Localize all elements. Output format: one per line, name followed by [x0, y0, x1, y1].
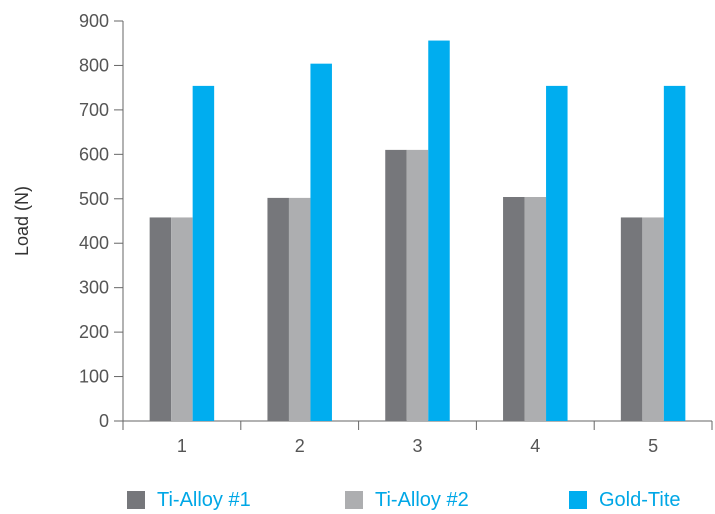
x-tick-label: 1 [177, 436, 187, 456]
y-tick-label: 400 [79, 233, 109, 253]
y-tick-label: 200 [79, 322, 109, 342]
bar-series-3-cat-3 [428, 40, 450, 422]
legend-swatch-series-3 [569, 491, 587, 509]
legend-swatch-series-2 [345, 491, 363, 509]
legend-item-series-3: Gold-Tite [569, 486, 681, 514]
bar-series-2-cat-2 [288, 197, 311, 421]
bar-series-3-cat-1 [192, 85, 215, 421]
y-tick-label: 300 [79, 278, 109, 298]
bar-series-1-cat-1 [149, 217, 172, 421]
y-tick-label: 0 [99, 411, 109, 431]
legend-swatch-series-1 [127, 491, 145, 509]
bar-series-1-cat-4 [503, 197, 525, 421]
bar-series-1-cat-3 [385, 149, 407, 421]
bar-chart: 0 100 200 300 400 500 600 700 800 900 1 2 3 4 5 Load … [12, 11, 713, 456]
x-tick-label: 2 [295, 436, 305, 456]
y-tick-label: 700 [79, 100, 109, 120]
x-tick-label: 5 [648, 436, 658, 456]
y-tick-label: 600 [79, 144, 109, 164]
y-axis-label: Load (N) [12, 186, 32, 256]
bar-series-1-cat-2 [267, 197, 289, 421]
legend-label-series-2: Ti-Alloy #2 [375, 488, 469, 511]
y-axis: 0 100 200 300 400 500 600 700 800 900 [79, 11, 124, 431]
bar-series-3-cat-2 [310, 63, 332, 422]
x-tick-label: 4 [530, 436, 540, 456]
y-tick-label: 500 [79, 189, 109, 209]
legend: Ti-Alloy #1 Ti-Alloy #2 Gold-Tite [0, 486, 715, 514]
bar-series-1-cat-5 [620, 217, 643, 421]
legend-item-series-2: Ti-Alloy #2 [345, 486, 469, 514]
y-tick-label: 900 [79, 11, 109, 31]
x-axis: 1 2 3 4 5 [122, 420, 713, 456]
y-tick-label: 100 [79, 367, 109, 387]
bars [149, 40, 686, 422]
legend-item-series-1: Ti-Alloy #1 [127, 486, 251, 514]
bar-series-2-cat-1 [171, 217, 193, 421]
bar-series-2-cat-4 [524, 197, 547, 421]
x-tick-label: 3 [412, 436, 422, 456]
bar-series-3-cat-5 [663, 85, 686, 421]
bar-series-2-cat-5 [642, 217, 664, 421]
bar-series-3-cat-4 [546, 85, 568, 421]
legend-label-series-3: Gold-Tite [599, 488, 681, 511]
legend-label-series-1: Ti-Alloy #1 [157, 488, 251, 511]
y-tick-label: 800 [79, 55, 109, 75]
bar-series-2-cat-3 [406, 149, 429, 421]
